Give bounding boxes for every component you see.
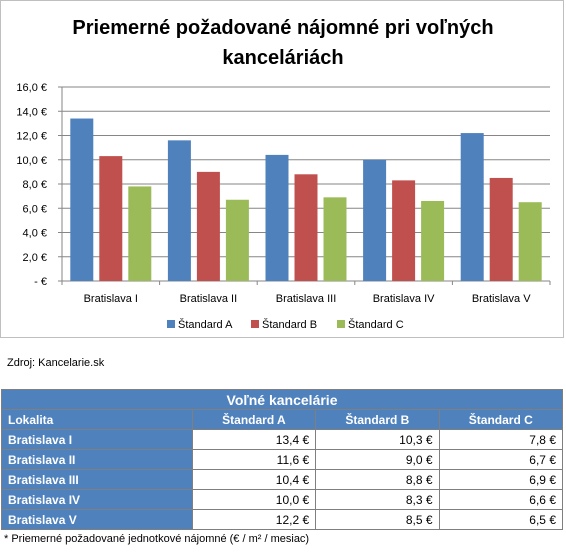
cell-standard-a: 12,2 € [191, 509, 317, 530]
rent-table: Voľné kancelárie Lokalita Štandard A Šta… [1, 389, 564, 530]
row-label: Bratislava III [1, 469, 193, 490]
cell-standard-b: 10,3 € [315, 429, 440, 450]
legend-swatch [167, 320, 175, 328]
table-title: Voľné kancelárie [1, 389, 563, 410]
bar [167, 140, 191, 281]
bar [196, 171, 220, 281]
cell-standard-a: 10,0 € [191, 489, 317, 510]
chart-area: Priemerné požadované nájomné pri voľných… [0, 0, 564, 338]
x-tick-label: Bratislava I [84, 293, 138, 305]
x-tick-label: Bratislava III [276, 293, 337, 305]
cell-standard-c: 7,8 € [438, 429, 564, 450]
row-label: Bratislava V [1, 509, 193, 530]
bar [128, 186, 152, 281]
bar [99, 156, 123, 281]
table-row: Bratislava IV 10,0 € 8,3 € 6,6 € [1, 489, 564, 510]
row-label: Bratislava I [1, 429, 193, 450]
cell-standard-a: 11,6 € [191, 449, 317, 470]
legend-label: Štandard C [348, 318, 404, 331]
bar [265, 154, 289, 281]
legend-label: Štandard B [262, 318, 317, 331]
table-row: Bratislava V 12,2 € 8,5 € 6,5 € [1, 509, 564, 530]
table-row: Bratislava II 11,6 € 9,0 € 6,7 € [1, 449, 564, 470]
col-header-standard-b: Štandard B [315, 409, 440, 430]
y-tick-label: 6,0 € [23, 203, 47, 215]
table-header-row: Lokalita Štandard A Štandard B Štandard … [1, 409, 564, 430]
y-tick-label: 12,0 € [16, 131, 47, 143]
y-tick-label: 2,0 € [23, 252, 47, 264]
row-label: Bratislava IV [1, 489, 193, 510]
x-tick-label: Bratislava IV [373, 293, 435, 305]
y-tick-label: 8,0 € [23, 179, 47, 191]
chart-title-line: kanceláriách [222, 47, 343, 69]
cell-standard-b: 8,5 € [315, 509, 440, 530]
chart-title-line: Priemerné požadované nájomné pri voľných [72, 17, 493, 39]
source-note: Zdroj: Kancelarie.sk [7, 357, 105, 369]
y-tick-label: 14,0 € [16, 106, 47, 118]
bar [363, 159, 387, 281]
cell-standard-c: 6,9 € [438, 469, 564, 490]
bar [518, 202, 542, 281]
y-tick-label: 10,0 € [16, 155, 47, 167]
bar [460, 133, 484, 281]
legend-swatch [337, 320, 345, 328]
x-tick-label: Bratislava II [180, 293, 237, 305]
x-tick-label: Bratislava V [472, 293, 531, 305]
cell-standard-c: 6,5 € [438, 509, 564, 530]
y-tick-label: - € [34, 276, 47, 288]
bar-chart: Priemerné požadované nájomné pri voľných… [16, 17, 551, 331]
cell-standard-a: 10,4 € [191, 469, 317, 490]
cell-standard-b: 9,0 € [315, 449, 440, 470]
col-header-lokalita: Lokalita [1, 409, 193, 430]
legend-label: Štandard A [178, 318, 233, 331]
cell-standard-c: 6,6 € [438, 489, 564, 510]
bar [421, 200, 445, 281]
footnote: * Priemerné požadované jednotkové nájomn… [4, 533, 310, 545]
y-tick-label: 4,0 € [23, 228, 47, 240]
bar [70, 118, 94, 282]
row-label: Bratislava II [1, 449, 193, 470]
cell-standard-b: 8,3 € [315, 489, 440, 510]
col-header-standard-c: Štandard C [438, 409, 564, 430]
col-header-standard-a: Štandard A [191, 409, 317, 430]
table-row: Bratislava I 13,4 € 10,3 € 7,8 € [1, 429, 564, 450]
cell-standard-c: 6,7 € [438, 449, 564, 470]
bar [323, 197, 347, 281]
bar [489, 177, 513, 281]
y-tick-label: 16,0 € [16, 82, 47, 94]
cell-standard-b: 8,8 € [315, 469, 440, 490]
cell-standard-a: 13,4 € [191, 429, 317, 450]
legend-swatch [251, 320, 259, 328]
bar [294, 174, 318, 281]
bar [225, 199, 249, 281]
table-row: Bratislava III 10,4 € 8,8 € 6,9 € [1, 469, 564, 490]
bar [392, 180, 416, 281]
